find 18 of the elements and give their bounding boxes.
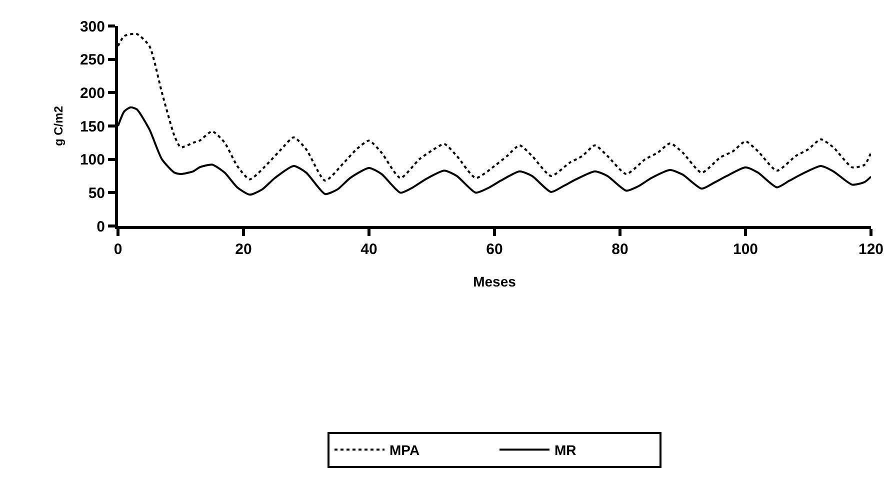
y-tick-label: 100 [80,152,105,169]
legend-label: MR [554,442,576,458]
y-tick-label: 250 [80,52,105,69]
x-tick-label: 100 [732,241,758,258]
y-tick-label: 200 [80,84,105,102]
x-axis-title: Meses [473,273,516,290]
x-tick-label: 120 [858,241,884,258]
legend-label: MPA [390,442,420,458]
x-tick-label: 40 [360,241,378,258]
y-tick-label: 150 [80,118,105,136]
x-tick-label: 80 [612,241,628,258]
y-axis-title: g C/m2 [51,106,66,146]
y-tick-label: 50 [88,184,105,202]
x-tick-label: 0 [114,241,122,258]
x-tick-label: 60 [486,241,503,258]
y-tick-label: 0 [96,218,105,236]
x-tick-label: 20 [235,241,252,258]
y-tick-label: 300 [80,18,105,36]
